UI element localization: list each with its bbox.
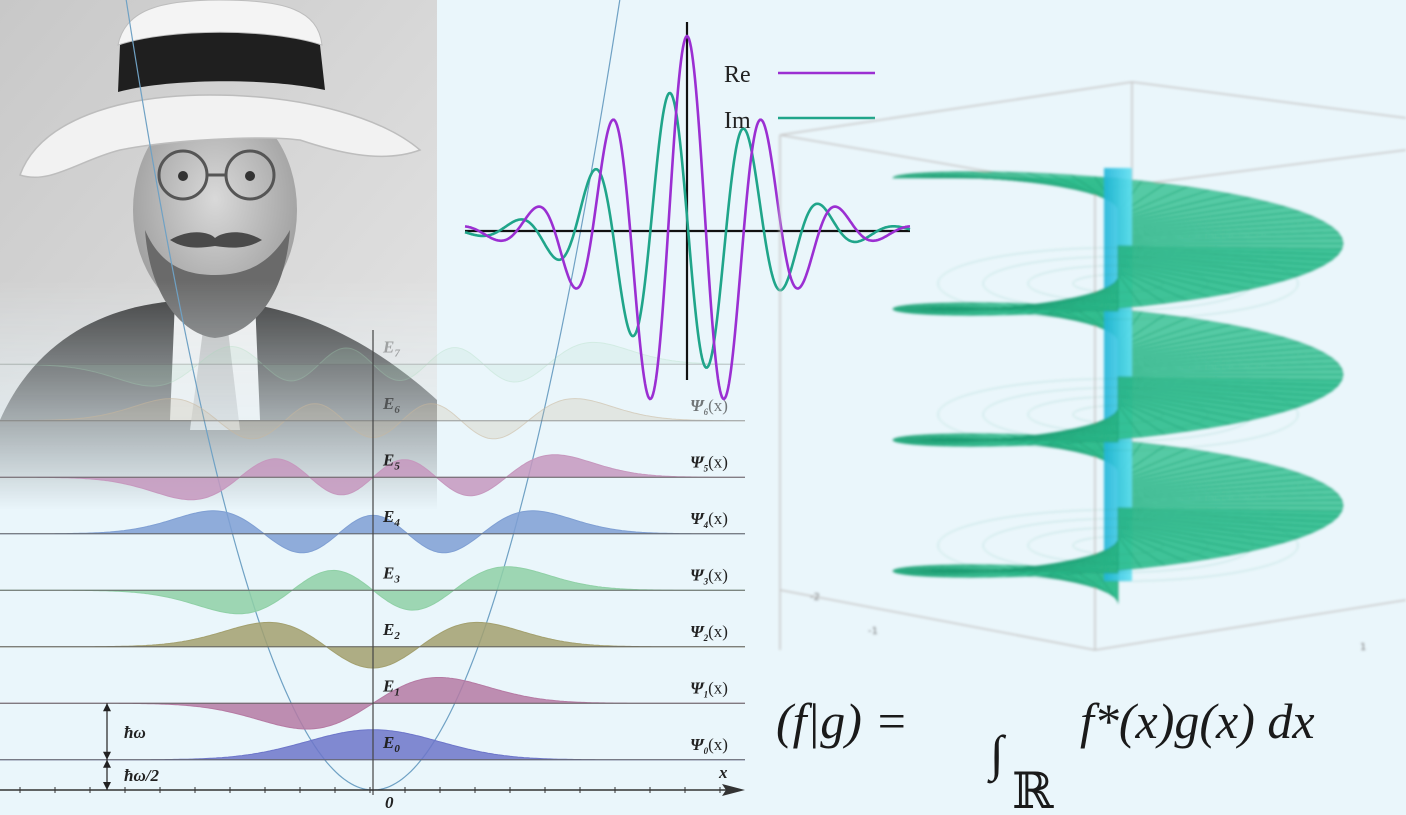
origin-label: 0 [385, 793, 394, 812]
helicoid-ring [982, 518, 1254, 573]
energy-label-5: E5 [382, 450, 400, 472]
wave-packet-plot: Re Im [464, 22, 911, 401]
helicoid-ring [982, 387, 1254, 442]
helicoid-ring [1027, 396, 1209, 433]
tick-neg2: -2 [810, 592, 820, 603]
tick-1: 1 [1360, 642, 1366, 653]
energy-label-7: E7 [382, 337, 400, 359]
psi-label-6: Ψ6(x) [690, 396, 728, 417]
wave-im-curve [464, 91, 911, 369]
psi-label-4: Ψ4(x) [690, 509, 728, 530]
hbar-omega-label: ħω [124, 723, 146, 742]
helicoid-ring [937, 509, 1299, 582]
helicoid-3d-plot: -2 -1 1 [779, 81, 1406, 653]
helicoid-ring [1027, 527, 1209, 564]
wave-re-curve [464, 34, 911, 401]
energy-label-1: E1 [382, 676, 400, 698]
legend-im-label: Im [724, 108, 751, 134]
helicoid-ring [937, 247, 1299, 320]
psi-label-2: Ψ2(x) [690, 622, 728, 643]
formula-domain: ℝ [1012, 763, 1054, 815]
x-axis-label: x [718, 763, 728, 782]
helicoid-surface [892, 168, 1344, 604]
harmonic-oscillator-diagram: E0 Ψ0(x) E1 Ψ1(x) E2 Ψ2(x) E3 Ψ3(x) E4 Ψ4(x) E5 Ψ5(… [0, 0, 746, 812]
inner-product-formula: (f|g) = ∫ ℝ f*(x)g(x) dx [776, 693, 1315, 815]
psi-label-0: Ψ0(x) [690, 735, 728, 756]
hw-half-arrowheads-icon [103, 759, 111, 790]
psi-label-3: Ψ3(x) [690, 565, 728, 586]
helicoid-ring [982, 256, 1254, 311]
helicoid-ring [1072, 536, 1164, 555]
helicoid-ring [1072, 405, 1164, 424]
portrait-photo [0, 0, 437, 510]
hbar-omega-half-label: ħω/2 [124, 766, 159, 785]
energy-label-0: E0 [382, 733, 400, 755]
x-axis-arrow-icon [722, 784, 745, 796]
psi-label-5: Ψ5(x) [690, 452, 728, 473]
tick-neg1: -1 [868, 626, 878, 637]
energy-label-4: E4 [382, 507, 400, 529]
psi-label-1: Ψ1(x) [690, 678, 728, 699]
formula-lhs: (f|g) = [776, 693, 908, 749]
helicoid-ring [1072, 274, 1164, 293]
helicoid-ring [1027, 265, 1209, 302]
helicoid-ring [937, 378, 1299, 451]
legend-re-label: Re [724, 62, 751, 88]
energy-label-6: E6 [382, 394, 400, 416]
formula-integral-sign: ∫ [987, 725, 1007, 784]
formula-integrand: f*(x)g(x) dx [1080, 693, 1315, 749]
wave-legend: Re Im [724, 62, 875, 134]
energy-label-3: E3 [382, 563, 400, 585]
energy-label-2: E2 [382, 620, 400, 642]
